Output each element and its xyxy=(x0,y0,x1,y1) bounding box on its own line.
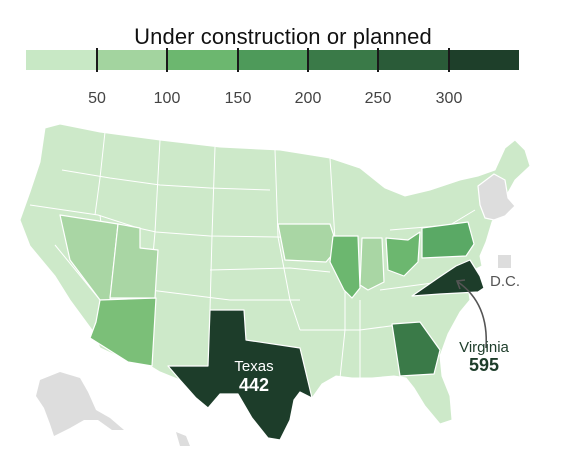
virginia-annotation-arrowhead xyxy=(455,279,466,290)
state-new-england-no-data xyxy=(477,173,516,221)
legend-color-segment xyxy=(448,50,519,70)
legend-color-segment xyxy=(166,50,238,70)
state-iowa xyxy=(277,223,339,263)
state-hawaii-no-data xyxy=(176,432,190,446)
state-pennsylvania xyxy=(421,221,475,259)
state-ohio xyxy=(385,231,421,277)
legend-color-segment xyxy=(96,50,167,70)
virginia-name-label: Virginia xyxy=(459,339,509,356)
dc-label: D.C. xyxy=(490,273,520,290)
state-illinois xyxy=(329,235,361,299)
legend-color-segment xyxy=(26,50,97,70)
legend-title: Under construction or planned xyxy=(134,24,432,49)
state-virginia xyxy=(411,259,485,297)
virginia-annotation-arrow xyxy=(457,281,488,349)
dc-marker xyxy=(498,255,511,268)
virginia-value-label: 595 xyxy=(469,355,499,375)
state-texas xyxy=(167,309,313,441)
legend-color-segment xyxy=(237,50,308,70)
legend-color-segment xyxy=(378,50,449,70)
legend-color-segment xyxy=(307,50,379,70)
state-alaska-no-data xyxy=(36,372,124,436)
state-georgia xyxy=(391,321,441,377)
state-utah xyxy=(109,223,159,299)
texas-value-label: 442 xyxy=(239,375,269,395)
legend-color-scale xyxy=(26,50,519,70)
state-arizona xyxy=(89,297,157,367)
texas-name-label: Texas xyxy=(234,358,273,375)
state-indiana xyxy=(359,237,385,291)
